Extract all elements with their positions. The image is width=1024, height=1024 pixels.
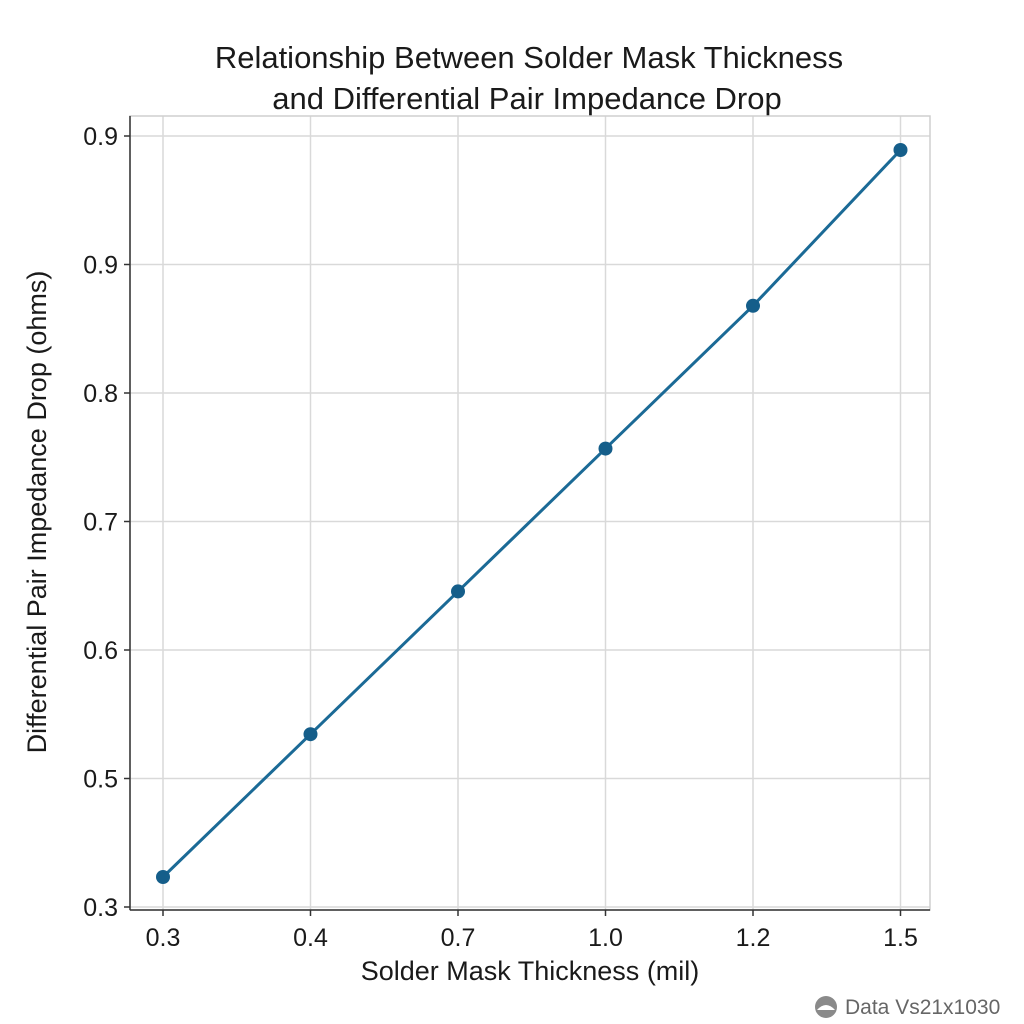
x-tick-label: 1.0	[588, 924, 623, 952]
watermark: Data Vs21x1030	[815, 996, 1000, 1019]
y-tick-label: 0.9	[83, 252, 118, 280]
x-tick-label: 0.3	[146, 924, 181, 952]
x-tick-label: 1.5	[883, 924, 918, 952]
x-tick-label: 1.2	[736, 924, 771, 952]
data-point	[156, 870, 170, 884]
y-tick-label: 0.9	[83, 123, 118, 151]
y-tick-label: 0.3	[83, 894, 118, 922]
data-point	[451, 584, 465, 599]
chart-title-line-2: and Differential Pair Impedance Drop	[272, 81, 782, 116]
x-axis-ticks: 0.3 0.4 0.7 1.0 1.2 1.5	[146, 910, 918, 952]
y-tick-label: 0.6	[83, 637, 118, 665]
watermark-text: Data Vs21x1030	[845, 996, 1000, 1019]
series-impedance-drop	[156, 143, 908, 884]
y-tick-label: 0.5	[83, 766, 118, 794]
data-point	[303, 727, 318, 742]
y-axis-label: Differential Pair Impedance Drop (ohms)	[22, 271, 52, 754]
series-line	[161, 148, 902, 879]
y-tick-label: 0.8	[83, 380, 118, 408]
chart-title-line-1: Relationship Between Solder Mask Thickne…	[215, 40, 843, 75]
x-axis-label: Solder Mask Thickness (mil)	[361, 956, 700, 986]
y-tick-label: 0.7	[83, 509, 118, 537]
x-tick-label: 0.7	[441, 924, 476, 952]
data-point	[598, 441, 613, 456]
y-axis-ticks: 0.3 0.5 0.6 0.7 0.8 0.9 0.9	[83, 123, 130, 922]
grid-lines	[130, 116, 930, 910]
x-tick-label: 0.4	[293, 924, 328, 952]
data-point	[893, 143, 908, 157]
data-point	[746, 298, 760, 313]
